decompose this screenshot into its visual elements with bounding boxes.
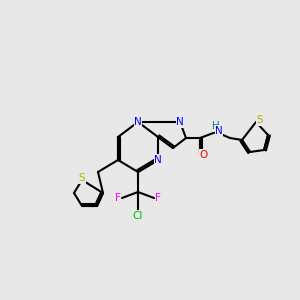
Text: H: H	[212, 121, 220, 131]
Text: Cl: Cl	[133, 211, 143, 221]
Text: F: F	[155, 193, 161, 203]
Text: N: N	[215, 126, 223, 136]
Text: S: S	[257, 115, 263, 125]
Text: N: N	[134, 117, 142, 127]
Text: F: F	[115, 193, 121, 203]
Text: O: O	[200, 150, 208, 160]
Text: S: S	[79, 173, 85, 183]
Text: N: N	[154, 155, 162, 165]
Text: N: N	[176, 117, 184, 127]
